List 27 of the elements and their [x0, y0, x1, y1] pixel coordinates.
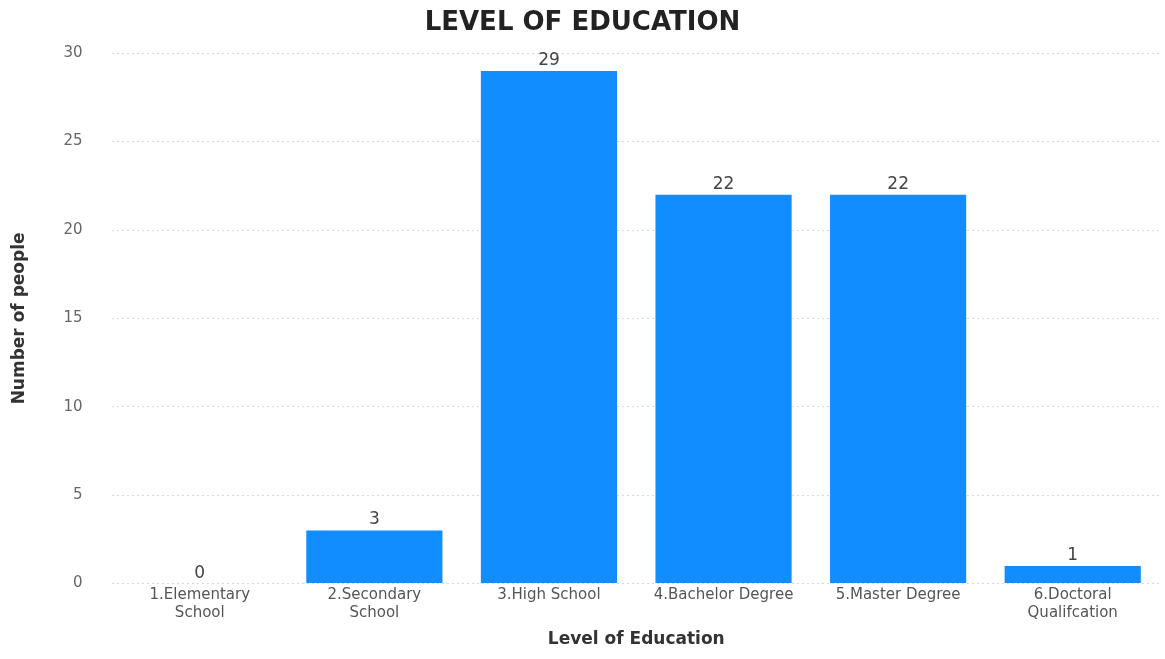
- chart-title: LEVEL OF EDUCATION: [424, 6, 741, 37]
- y-tick-label: 10: [63, 396, 83, 415]
- y-tick-label: 25: [63, 131, 83, 150]
- x-tick-label: 1.Elementary School: [149, 585, 251, 622]
- y-tick-label: 0: [72, 573, 83, 592]
- bar: [655, 194, 792, 584]
- data-label: 22: [712, 172, 735, 193]
- bar: [830, 194, 967, 584]
- bar: [480, 70, 618, 584]
- y-tick-label: 20: [63, 219, 83, 238]
- data-label: 1: [1067, 543, 1079, 564]
- bar: [306, 530, 443, 584]
- data-label: 0: [194, 561, 206, 582]
- data-label: 3: [368, 508, 380, 529]
- x-axis-title: Level of Education: [547, 628, 725, 649]
- x-tick-label: 6.Doctoral Qualifcation: [1027, 585, 1118, 622]
- y-axis-title: Number of people: [7, 232, 28, 405]
- bar: [1004, 565, 1141, 584]
- x-tick-label: 2.Secondary School: [327, 585, 422, 622]
- data-label: 22: [887, 172, 909, 193]
- y-tick-label: 5: [72, 485, 83, 504]
- y-tick-label: 30: [63, 43, 83, 62]
- y-tick-label: 15: [63, 308, 83, 327]
- data-label: 29: [538, 48, 560, 69]
- x-tick-label: 3.High School: [497, 585, 601, 604]
- x-tick-label: 5.Master Degree: [835, 585, 961, 604]
- x-tick-label: 4.Bachelor Degree: [653, 585, 794, 604]
